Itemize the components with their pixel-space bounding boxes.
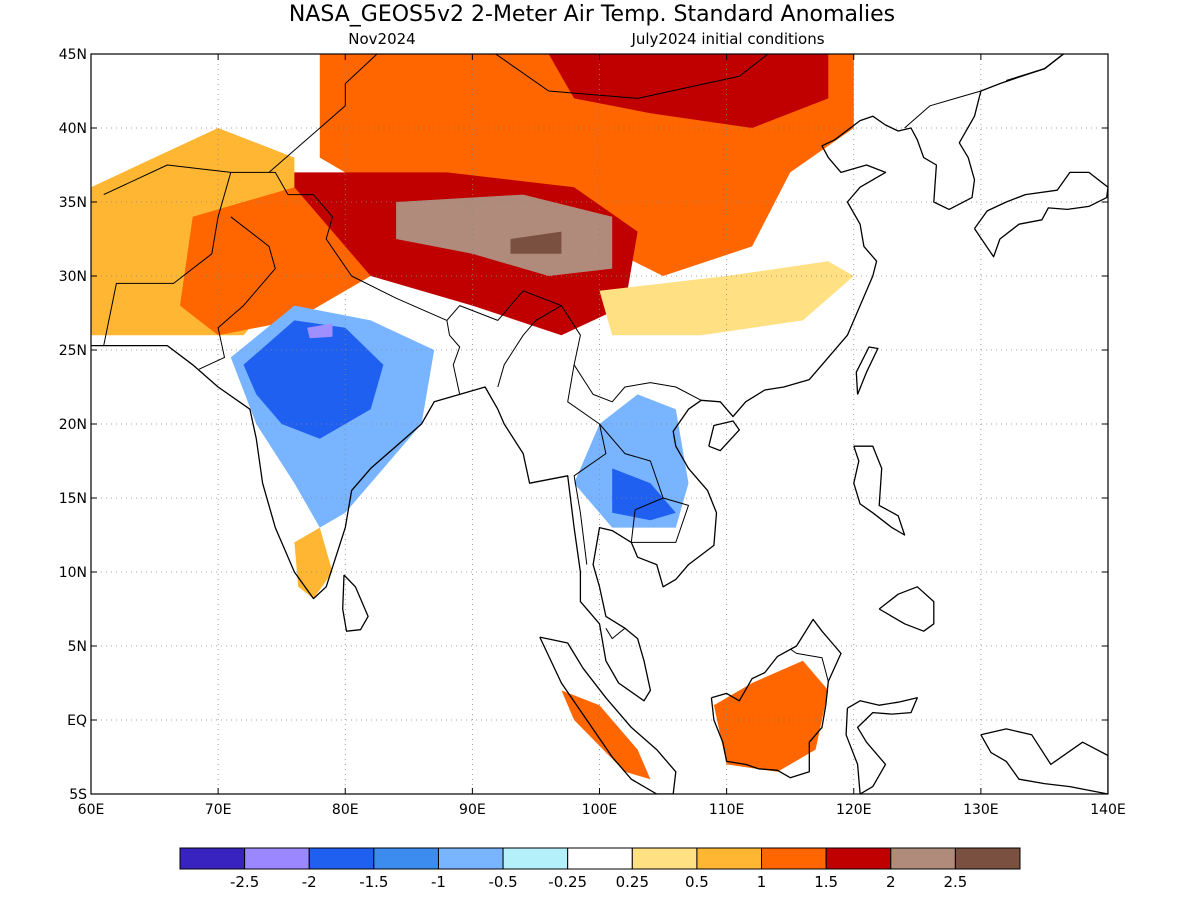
country-border	[789, 648, 829, 682]
colorbar-label: 2.5	[943, 873, 967, 891]
colorbar-swatch	[502, 847, 569, 870]
tick-label-lon: 90E	[459, 802, 486, 818]
tick-label-lat: 25N	[59, 343, 87, 359]
coastline	[342, 574, 369, 632]
country-border	[103, 164, 562, 321]
country-border	[446, 320, 461, 395]
anomaly-region-central-india-deep	[307, 323, 333, 339]
coastline	[973, 171, 1108, 258]
coastline	[845, 697, 918, 794]
tick-label-lon: 60E	[78, 802, 105, 818]
tick-label-lat: 5S	[69, 787, 87, 803]
colorbar: -2.5 -2 -1.5 -1 -0.5 -0.25 0.25 0.5 1 1.5 2 2.5	[179, 847, 1021, 891]
colorbar-label: -0.25	[548, 873, 587, 891]
country-border	[567, 364, 607, 565]
colorbar-label: -2.5	[230, 873, 259, 891]
country-border	[494, 54, 769, 99]
tick-label-lat: 10N	[59, 565, 87, 581]
coastline	[1006, 54, 1064, 82]
tick-label-lon: 80E	[332, 802, 359, 818]
colorbar-label: 2	[886, 873, 896, 891]
country-border	[103, 172, 232, 346]
colorbar-swatch	[696, 847, 763, 870]
colorbar-label: -1	[431, 873, 446, 891]
colorbar-label: 1.5	[814, 873, 838, 891]
latitude-axis: 45N 40N 35N 30N 25N 20N 15N 10N 5N EQ 5S	[59, 47, 1108, 803]
coastline	[878, 586, 935, 632]
figure-title: NASA_GEOS5v2 2-Meter Air Temp. Standard …	[289, 2, 895, 27]
coastline	[855, 346, 879, 395]
tick-label-lon: 110E	[709, 802, 745, 818]
anomaly-region-pakistan-north-india	[180, 187, 371, 336]
colorbar-label: -2	[302, 873, 317, 891]
country-border	[904, 90, 982, 129]
colorbar-swatch	[308, 847, 375, 870]
tick-label-lat: 30N	[59, 269, 87, 285]
colorbar-swatch	[567, 847, 633, 870]
colorbar-swatch	[825, 847, 892, 870]
colorbar-swatch	[373, 847, 439, 870]
country-border	[605, 627, 626, 640]
colorbar-label: 1	[757, 873, 767, 891]
coastline	[980, 728, 1108, 794]
country-border	[268, 54, 378, 173]
tick-label-lat: 5N	[68, 639, 87, 655]
colorbar-label: -0.5	[488, 873, 517, 891]
country-border	[630, 497, 664, 543]
country-border	[497, 305, 562, 388]
coastline	[539, 636, 677, 794]
anomaly-region-borneo-south	[713, 660, 829, 772]
country-border	[599, 423, 689, 543]
coastline	[853, 445, 906, 536]
colorbar-swatch	[631, 847, 698, 870]
anomaly-region-tibet-peak	[510, 231, 562, 254]
country-border	[198, 216, 276, 370]
map-area: 60E 70E 80E 90E 100E 110E 120E 130E 140E 45N 40N 3…	[59, 47, 1126, 818]
tick-label-lat: EQ	[67, 713, 87, 729]
anomaly-region-south-india	[294, 527, 333, 599]
anomaly-region-south-china	[599, 261, 854, 336]
colorbar-label: 0.25	[616, 873, 649, 891]
country-borders	[103, 54, 982, 682]
coastline	[91, 54, 1064, 702]
colorbar-swatch	[179, 847, 246, 870]
colorbar-swatch	[761, 847, 827, 870]
colorbar-label: -1.5	[359, 873, 388, 891]
tick-label-lon: 130E	[963, 802, 999, 818]
colorbar-swatch	[244, 847, 310, 870]
anomaly-region-central-india-core	[243, 320, 384, 439]
coastlines	[91, 54, 1108, 794]
colorbar-swatch	[890, 847, 956, 870]
longitude-axis: 60E 70E 80E 90E 100E 110E 120E 130E 140E	[78, 54, 1126, 818]
colorbar-swatch	[437, 847, 504, 870]
tick-label-lat: 20N	[59, 417, 87, 433]
tick-label-lon: 70E	[205, 802, 232, 818]
tick-label-lat: 40N	[59, 121, 87, 137]
init-conditions-label: July2024 initial conditions	[630, 30, 824, 48]
coastline	[708, 420, 740, 452]
anomaly-region-indochina-core	[612, 468, 676, 521]
tick-label-lon: 140E	[1090, 802, 1126, 818]
colorbar-swatch	[954, 847, 1021, 870]
tick-label-lat: 45N	[59, 47, 87, 63]
colorbar-label: 0.5	[685, 873, 709, 891]
tick-label-lon: 100E	[582, 802, 618, 818]
country-border	[560, 305, 702, 403]
tick-label-lat: 35N	[59, 195, 87, 211]
anomaly-region-tibet-core	[396, 194, 613, 276]
tick-label-lon: 120E	[836, 802, 872, 818]
valid-month-label: Nov2024	[348, 30, 415, 48]
anomaly-region-mongolia-core	[548, 54, 829, 128]
anomaly-region-sumatra	[561, 690, 651, 780]
coastline	[710, 618, 842, 779]
tick-label-lat: 15N	[59, 491, 87, 507]
